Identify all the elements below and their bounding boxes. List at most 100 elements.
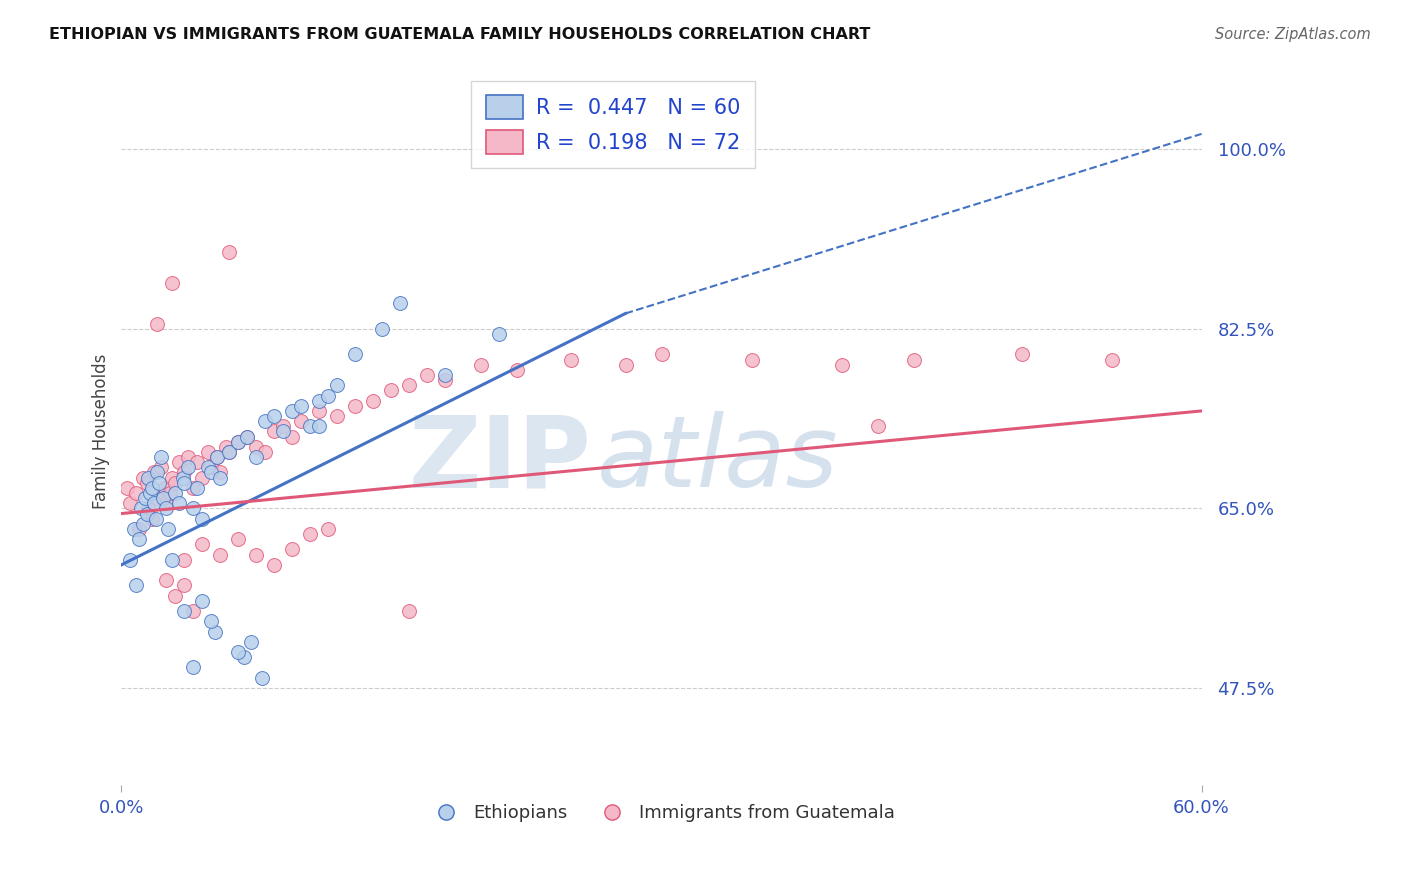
Point bbox=[125, 486, 148, 500]
Point bbox=[146, 317, 169, 331]
Point bbox=[165, 486, 187, 500]
Point bbox=[165, 589, 187, 603]
Point bbox=[200, 466, 222, 480]
Point bbox=[142, 466, 165, 480]
Point bbox=[115, 481, 138, 495]
Point bbox=[172, 470, 194, 484]
Legend: Ethiopians, Immigrants from Guatemala: Ethiopians, Immigrants from Guatemala bbox=[420, 797, 903, 830]
Point bbox=[254, 445, 277, 459]
Point bbox=[173, 552, 195, 566]
Point bbox=[191, 537, 214, 551]
Point bbox=[197, 445, 219, 459]
Text: Source: ZipAtlas.com: Source: ZipAtlas.com bbox=[1215, 27, 1371, 42]
Point bbox=[866, 419, 889, 434]
Point bbox=[290, 399, 312, 413]
Point bbox=[153, 481, 176, 495]
Point bbox=[139, 486, 162, 500]
Point bbox=[290, 414, 312, 428]
Point bbox=[434, 368, 457, 382]
Point bbox=[209, 470, 232, 484]
Point bbox=[281, 429, 304, 443]
Point bbox=[141, 481, 163, 495]
Point bbox=[389, 296, 412, 310]
Point bbox=[318, 522, 340, 536]
Point bbox=[245, 450, 267, 464]
Point bbox=[173, 578, 195, 592]
Point bbox=[245, 548, 267, 562]
Point bbox=[165, 475, 187, 490]
Point bbox=[183, 481, 205, 495]
Point bbox=[371, 322, 394, 336]
Point bbox=[155, 573, 177, 587]
Point bbox=[209, 548, 232, 562]
Point bbox=[308, 404, 330, 418]
Point bbox=[200, 460, 222, 475]
Point bbox=[200, 614, 222, 628]
Point bbox=[218, 445, 240, 459]
Point bbox=[1101, 352, 1123, 367]
Point bbox=[183, 501, 205, 516]
Point bbox=[236, 429, 259, 443]
Point bbox=[205, 450, 228, 464]
Point bbox=[380, 384, 402, 398]
Point bbox=[245, 440, 267, 454]
Point bbox=[236, 429, 259, 443]
Point bbox=[120, 552, 142, 566]
Point bbox=[142, 496, 165, 510]
Point bbox=[173, 475, 195, 490]
Point bbox=[146, 466, 169, 480]
Point bbox=[250, 671, 273, 685]
Point bbox=[152, 491, 174, 505]
Point bbox=[132, 516, 155, 531]
Point bbox=[273, 425, 295, 439]
Point bbox=[183, 604, 205, 618]
Point bbox=[560, 352, 582, 367]
Point bbox=[177, 450, 200, 464]
Point bbox=[434, 373, 457, 387]
Point bbox=[228, 434, 250, 449]
Point bbox=[146, 491, 169, 505]
Point bbox=[506, 363, 529, 377]
Point bbox=[614, 358, 637, 372]
Point bbox=[363, 393, 385, 408]
Point bbox=[204, 624, 226, 639]
Point bbox=[167, 455, 190, 469]
Point bbox=[228, 434, 250, 449]
Point bbox=[125, 578, 148, 592]
Point bbox=[134, 491, 156, 505]
Point bbox=[155, 501, 177, 516]
Point bbox=[240, 635, 263, 649]
Point bbox=[191, 511, 214, 525]
Point bbox=[132, 470, 155, 484]
Point bbox=[150, 450, 173, 464]
Point bbox=[254, 414, 277, 428]
Point bbox=[128, 522, 150, 536]
Point bbox=[903, 352, 925, 367]
Point bbox=[344, 399, 367, 413]
Point bbox=[148, 475, 170, 490]
Point bbox=[488, 326, 510, 341]
Point bbox=[177, 460, 200, 475]
Point bbox=[650, 347, 672, 361]
Point bbox=[281, 542, 304, 557]
Point bbox=[173, 604, 195, 618]
Point bbox=[1011, 347, 1033, 361]
Point bbox=[186, 455, 208, 469]
Point bbox=[135, 507, 157, 521]
Y-axis label: Family Households: Family Households bbox=[93, 354, 110, 509]
Point bbox=[470, 358, 492, 372]
Point bbox=[159, 486, 181, 500]
Point bbox=[138, 470, 160, 484]
Point bbox=[228, 532, 250, 546]
Point bbox=[281, 404, 304, 418]
Point bbox=[232, 650, 254, 665]
Point bbox=[160, 276, 183, 290]
Point bbox=[150, 460, 173, 475]
Point bbox=[191, 470, 214, 484]
Point bbox=[183, 660, 205, 674]
Point bbox=[273, 419, 295, 434]
Point bbox=[398, 378, 420, 392]
Text: ZIP: ZIP bbox=[408, 411, 592, 508]
Point bbox=[129, 501, 152, 516]
Point bbox=[197, 460, 219, 475]
